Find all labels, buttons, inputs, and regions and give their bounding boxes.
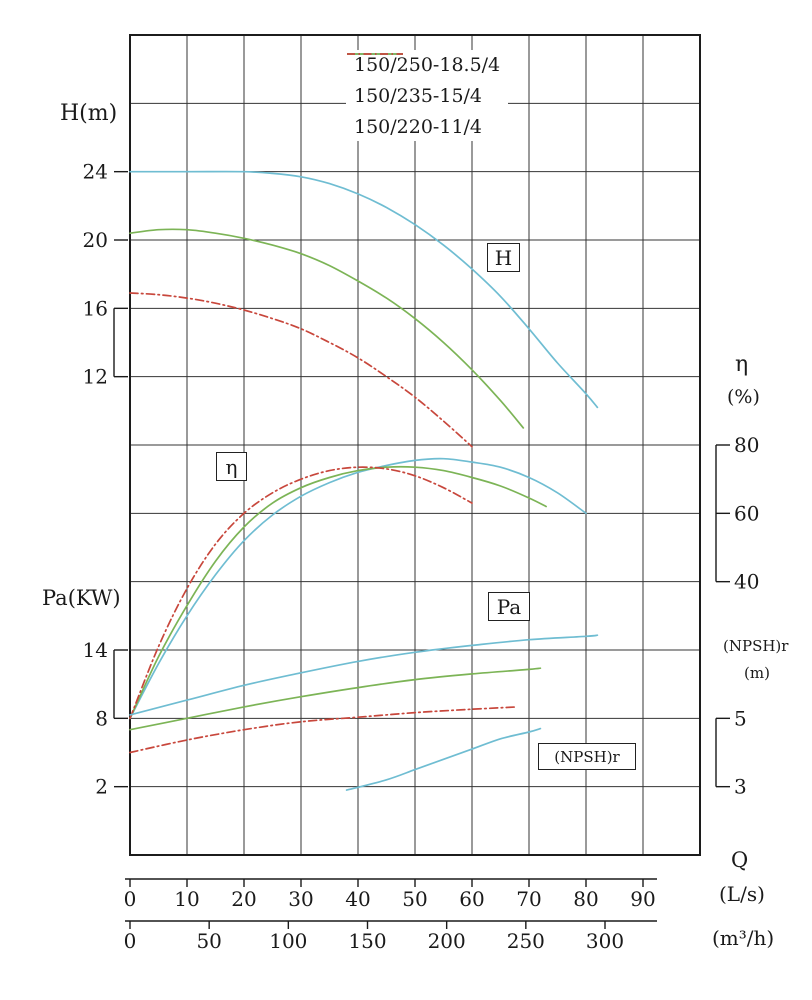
- svg-text:90: 90: [630, 887, 655, 911]
- curve-label-eta: η: [216, 452, 247, 481]
- curve-eta-150/250-18.5/4: [129, 457, 587, 720]
- pa-axis-title: Pa(KW): [42, 586, 121, 610]
- svg-text:40: 40: [734, 570, 759, 594]
- svg-text:14: 14: [83, 638, 108, 662]
- curve-H-150/250-18.5/4: [129, 170, 599, 409]
- svg-text:20: 20: [231, 887, 256, 911]
- svg-text:0: 0: [124, 887, 137, 911]
- legend: 150/250-18.5/4 150/235-15/4 150/220-11/4: [346, 50, 509, 141]
- svg-text:20: 20: [83, 228, 108, 252]
- curve-eta-150/220-11/4: [129, 466, 473, 720]
- legend-item: 150/235-15/4: [347, 53, 500, 107]
- svg-text:100: 100: [269, 929, 307, 953]
- curve-Pa-150/220-11/4: [129, 706, 519, 754]
- legend-line-sample: [347, 53, 403, 55]
- curve-H-150/235-15/4: [129, 228, 525, 429]
- legend-label: 150/235-15/4: [354, 84, 483, 107]
- svg-text:16: 16: [83, 296, 108, 320]
- q-axis-unit-m3h: (m³/h): [712, 926, 775, 950]
- curve-Pa-150/235-15/4: [129, 667, 542, 731]
- curve-label-h: H: [487, 243, 520, 272]
- svg-text:5: 5: [734, 706, 747, 730]
- svg-text:200: 200: [428, 929, 466, 953]
- h-axis-title: H(m): [60, 101, 118, 126]
- curve-NPSHr-150/250-18.5/4: [345, 727, 542, 791]
- curve-eta-150/235-15/4: [129, 465, 547, 720]
- curve-label-npshr: (NPSH)r: [538, 743, 636, 770]
- svg-text:3: 3: [734, 775, 747, 799]
- eta-axis-unit: (%): [727, 386, 760, 408]
- svg-text:0: 0: [124, 929, 137, 953]
- y-axis-eta: [715, 444, 730, 583]
- svg-text:12: 12: [83, 365, 108, 389]
- svg-text:24: 24: [83, 160, 108, 184]
- svg-text:300: 300: [586, 929, 624, 953]
- curve-H-150/220-11/4: [129, 292, 473, 448]
- svg-text:60: 60: [734, 501, 759, 525]
- curves: [129, 170, 599, 791]
- svg-text:80: 80: [734, 433, 759, 457]
- svg-text:60: 60: [459, 887, 484, 911]
- svg-text:40: 40: [345, 887, 370, 911]
- eta-axis-title: η: [735, 352, 749, 377]
- svg-text:80: 80: [573, 887, 598, 911]
- x-axis-ls: [125, 878, 657, 887]
- plot-border: [129, 34, 701, 856]
- y-axis-Pa: [113, 649, 128, 788]
- q-axis-unit-ls: (L/s): [719, 882, 765, 906]
- x-axis-m3h: [125, 920, 657, 929]
- svg-text:30: 30: [288, 887, 313, 911]
- npshr-axis-title: (NPSH)r: [723, 637, 789, 655]
- svg-text:10: 10: [174, 887, 199, 911]
- y-axis-H: [113, 170, 128, 378]
- svg-text:50: 50: [196, 929, 221, 953]
- svg-text:70: 70: [516, 887, 541, 911]
- npshr-axis-unit: (m): [744, 664, 770, 682]
- curve-label-pa: Pa: [488, 592, 530, 621]
- legend-label: 150/250-18.5/4: [354, 53, 501, 76]
- curve-Pa-150/250-18.5/4: [129, 634, 599, 716]
- svg-text:50: 50: [402, 887, 427, 911]
- grid: [129, 34, 701, 856]
- legend-label: 150/220-11/4: [354, 115, 483, 138]
- svg-text:2: 2: [95, 775, 108, 799]
- legend-item: 150/220-11/4: [347, 53, 500, 138]
- svg-text:150: 150: [348, 929, 386, 953]
- y-axis-NPSH: [715, 717, 730, 788]
- svg-text:250: 250: [507, 929, 545, 953]
- svg-text:8: 8: [95, 706, 108, 730]
- q-axis-title: Q: [731, 848, 749, 872]
